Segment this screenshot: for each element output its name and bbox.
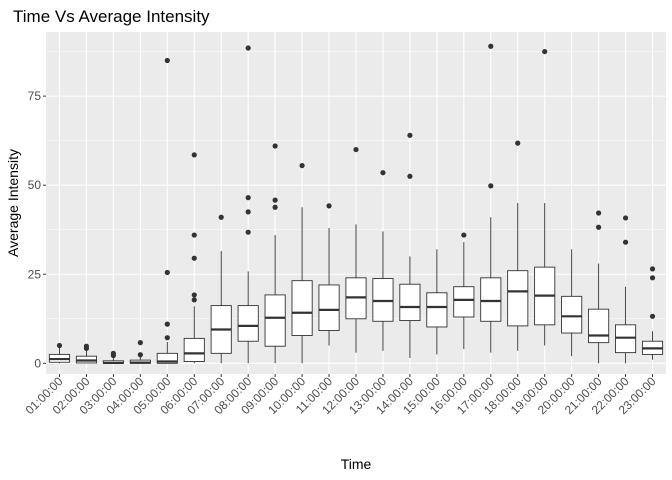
box-iqr [156,352,178,364]
outlier-point [245,209,251,215]
box-iqr [480,277,502,322]
box-iqr [318,284,340,331]
box-iqr [264,294,286,347]
outlier-point [542,48,548,55]
box-02:00:00 [75,343,97,364]
box-iqr [561,295,583,334]
outlier-point [245,195,251,201]
outlier-point [461,232,467,238]
outlier-point [299,162,305,169]
box-19:00:00 [534,48,556,346]
box-08:00:00 [237,45,259,364]
outlier-point [622,239,629,245]
box-03:00:00 [102,350,124,365]
outlier-point [110,350,116,356]
outlier-point [191,255,197,261]
outlier-point [272,197,278,203]
y-tick-label: 25 [28,267,42,281]
outlier-point [515,140,521,146]
box-iqr [426,292,448,328]
box-iqr [183,337,205,362]
y-tick-label: 75 [28,89,42,103]
outlier-point [649,266,656,272]
outlier-point [218,214,224,220]
outlier-point [326,203,332,209]
outlier-point [353,146,359,153]
box-14:00:00 [399,132,421,358]
box-15:00:00 [426,249,448,355]
outlier-point [622,215,629,221]
outlier-point [272,143,278,149]
outlier-point [649,313,656,319]
box-18:00:00 [507,140,529,351]
box-06:00:00 [183,152,205,364]
y-axis-title: Average Intensity [5,149,21,257]
outlier-point [137,352,143,358]
box-05:00:00 [156,57,178,364]
y-axis: 0 25 50 75 [28,89,46,370]
outlier-point [164,57,170,64]
outlier-point [164,321,170,327]
outlier-point [191,297,197,303]
outlier-point [56,342,63,349]
box-iqr [453,286,475,318]
outlier-point [191,292,197,298]
outlier-point [245,45,251,51]
box-iqr [399,283,421,322]
outlier-point [596,210,602,216]
outlier-point [191,152,197,158]
box-22:00:00 [615,215,637,364]
outlier-point [137,340,143,346]
outlier-point [407,173,413,179]
x-axis-title: Time [341,456,372,472]
box-07:00:00 [210,214,232,364]
box-23:00:00 [641,266,664,360]
box-17:00:00 [480,43,502,353]
box-iqr [237,305,259,342]
outlier-point [488,43,494,49]
outlier-point [380,170,386,176]
outlier-point [272,204,278,210]
outlier-point [596,224,602,230]
y-tick-label: 0 [34,356,41,370]
box-04:00:00 [129,340,151,364]
box-11:00:00 [318,203,340,346]
box-01:00:00 [48,342,71,364]
box-09:00:00 [264,143,286,364]
outlier-point [407,132,413,138]
outlier-point [649,275,656,281]
box-10:00:00 [291,162,313,364]
box-iqr [507,270,529,327]
box-20:00:00 [561,249,583,357]
outlier-point [245,229,251,235]
y-tick-label: 50 [28,178,42,192]
outlier-point [191,232,197,238]
outlier-point [488,183,494,189]
box-iqr [588,308,610,344]
outlier-point [164,335,170,341]
outlier-point [164,269,170,276]
box-series [48,43,664,365]
box-21:00:00 [588,210,610,364]
x-axis: 01:00:0002:00:0003:00:0004:00:0005:00:00… [23,374,659,417]
box-13:00:00 [372,170,394,351]
box-12:00:00 [345,146,367,353]
chart-title: Time Vs Average Intensity [13,7,210,26]
outlier-point [83,343,90,349]
box-16:00:00 [453,232,475,350]
box-iqr [291,280,313,336]
